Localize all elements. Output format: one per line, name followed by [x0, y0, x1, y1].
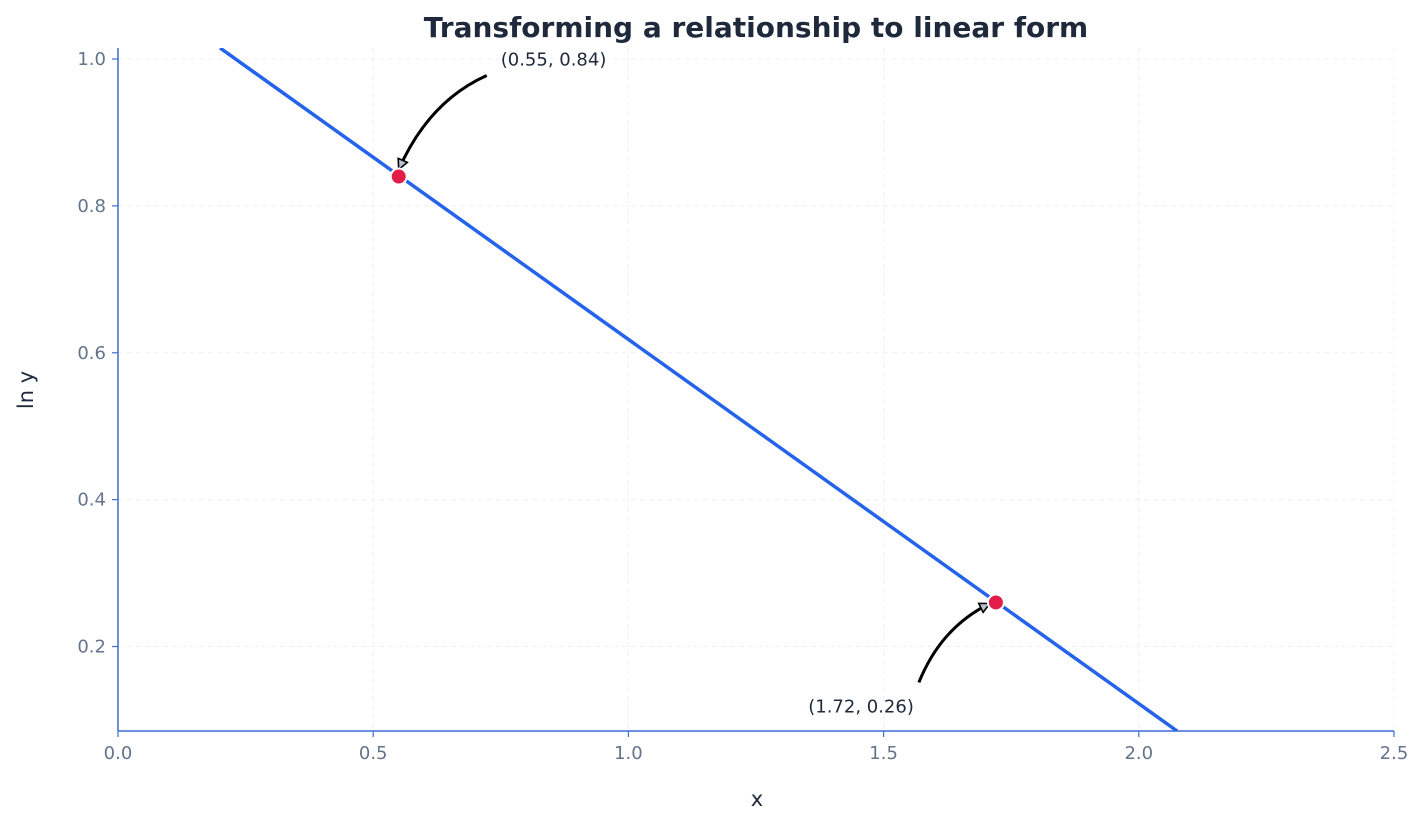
annotation-label: (0.55, 0.84) [501, 50, 607, 71]
x-tick-label: 1.0 [614, 743, 643, 764]
y-tick-label: 0.8 [77, 196, 106, 217]
x-axis-label: x [751, 787, 763, 811]
y-tick-label: 1.0 [77, 49, 106, 70]
chart-title: Transforming a relationship to linear fo… [424, 11, 1088, 44]
data-point [389, 167, 408, 186]
points [389, 167, 1005, 612]
axes [117, 48, 1394, 732]
y-tick-label: 0.2 [77, 637, 106, 658]
annotation-arrow [399, 74, 488, 170]
x-tick-label: 2.5 [1380, 743, 1409, 764]
y-ticks: 0.2 0.4 0.6 0.8 1.0 [77, 49, 118, 658]
data-point [986, 593, 1005, 612]
x-ticks: 0.0 0.5 1.0 1.5 2.0 2.5 [104, 731, 1409, 764]
annotation-arrow [917, 602, 990, 684]
grid [118, 48, 1395, 731]
y-tick-label: 0.6 [77, 343, 106, 364]
series-line [219, 48, 1179, 731]
series [219, 48, 1179, 731]
x-tick-label: 2.0 [1124, 743, 1153, 764]
annotation-label: (1.72, 0.26) [808, 696, 914, 717]
x-tick-label: 1.5 [869, 743, 898, 764]
y-axis-label: ln y [14, 371, 38, 409]
y-tick-label: 0.4 [77, 490, 106, 511]
x-tick-label: 0.5 [359, 743, 388, 764]
annotations: (0.55, 0.84) (1.72, 0.26) [399, 50, 990, 717]
x-tick-label: 0.0 [104, 743, 133, 764]
